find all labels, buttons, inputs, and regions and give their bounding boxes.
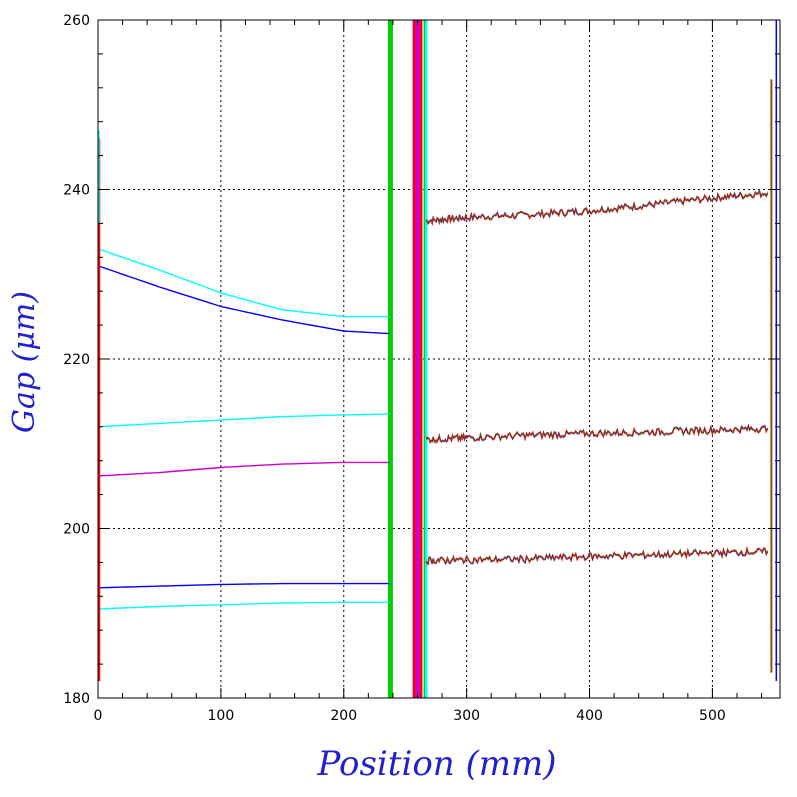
y-tick-label: 240 — [63, 183, 90, 199]
vertical-band — [415, 20, 420, 698]
data-trace — [97, 582, 390, 589]
data-trace — [97, 461, 390, 477]
data-trace — [425, 423, 769, 444]
data-trace — [97, 265, 390, 335]
data-trace — [97, 601, 390, 610]
data-trace — [425, 547, 769, 565]
y-tick-label: 180 — [63, 691, 90, 707]
x-tick-label: 500 — [699, 708, 726, 724]
x-tick-label: 0 — [94, 708, 103, 724]
vertical-band — [388, 20, 393, 698]
y-axis-title: Gap (μm) — [7, 291, 42, 433]
vertical-band — [424, 20, 428, 698]
data-trace — [425, 189, 769, 224]
data-trace — [97, 248, 390, 318]
axis-ticks: 0 100 200 300 400 500 180 200 220 240 260 — [63, 13, 780, 724]
x-tick-label: 200 — [330, 708, 357, 724]
x-axis-title: Position (mm) — [316, 744, 556, 784]
y-tick-label: 220 — [63, 352, 90, 368]
plot-area — [97, 20, 778, 698]
data-trace — [97, 413, 390, 428]
y-tick-label: 260 — [63, 13, 90, 29]
x-tick-label: 400 — [576, 708, 603, 724]
x-tick-label: 300 — [453, 708, 480, 724]
y-tick-label: 200 — [63, 522, 90, 538]
x-tick-label: 100 — [208, 708, 235, 724]
